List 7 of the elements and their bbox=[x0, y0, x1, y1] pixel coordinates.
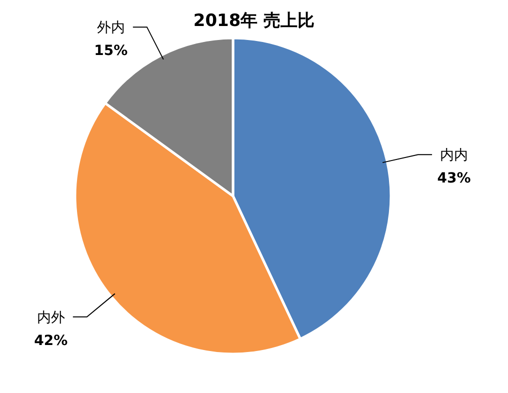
slice-label: 内外 bbox=[36, 310, 65, 326]
data-label: 43% bbox=[437, 170, 471, 187]
data-label: 15% bbox=[94, 43, 128, 60]
chart-title: 2018年 売上比 bbox=[193, 11, 315, 31]
data-label: 42% bbox=[34, 332, 68, 349]
slice-label: 外内 bbox=[96, 20, 125, 36]
slice-label: 内内 bbox=[440, 148, 468, 164]
